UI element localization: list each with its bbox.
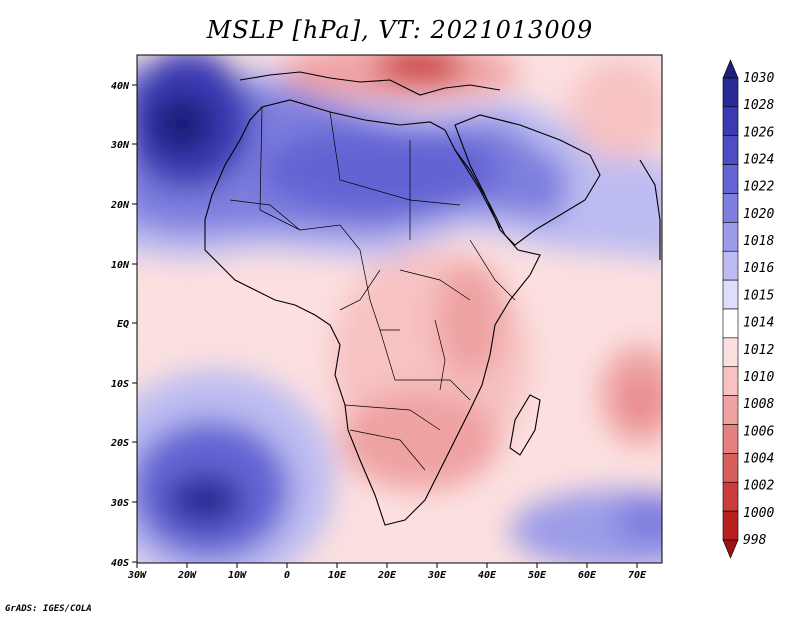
colorbar-label: 1004: [743, 451, 774, 466]
coastlines: [204, 71, 661, 526]
lat-label: 20N: [110, 200, 130, 211]
border-line: [399, 269, 471, 301]
chart-title: MSLP [hPa], VT: 2021013009: [206, 16, 594, 44]
colorbar-swatch: [722, 77, 739, 108]
colorbar: 1030 1028 1026 1024 1022 1020 1018 1016 1015 1014…: [722, 59, 774, 559]
colorbar-swatch: [722, 164, 739, 194]
madagascar-coastline: [509, 394, 541, 456]
lat-label: 30S: [110, 498, 129, 509]
colorbar-label: 1010: [743, 370, 774, 385]
map-frame: [136, 54, 663, 564]
longitude-axis: 30W 20W 10W 0 10E 20E 30E 40E 50E 60E 70…: [127, 563, 647, 581]
red-sea-coastline: [454, 149, 501, 229]
border-line: [339, 269, 381, 311]
arabia-coastline: [454, 114, 601, 246]
colorbar-swatch: [722, 135, 739, 165]
lat-label: 10S: [111, 379, 129, 390]
colorbar-bottom-arrow: [722, 539, 739, 559]
india-coastline: [639, 159, 661, 260]
lon-label: 0: [284, 570, 290, 581]
border-line: [359, 249, 400, 331]
colorbar-label: 1006: [743, 424, 774, 439]
southern-africa-low: [340, 390, 500, 490]
colorbar-swatch: [722, 308, 739, 339]
colorbar-swatch: [722, 481, 739, 512]
indian-ocean-low-core: [625, 378, 655, 422]
colorbar-swatch: [722, 337, 739, 368]
lon-label: 60E: [578, 570, 597, 581]
sahara-high-shading: [260, 125, 500, 215]
colorbar-label: 1016: [743, 261, 774, 276]
colorbar-swatch: [722, 366, 739, 396]
grads-credit: GrADS: IGES/COLA: [5, 604, 92, 614]
country-borders: [229, 106, 516, 471]
colorbar-top-arrow: [722, 59, 739, 79]
border-line: [344, 404, 441, 431]
lat-label: 40S: [111, 558, 129, 569]
border-line: [349, 429, 426, 471]
border-line: [229, 199, 301, 231]
lon-label: 20W: [177, 570, 197, 581]
lon-label: 70E: [628, 570, 647, 581]
colorbar-label: 1030: [743, 71, 774, 86]
lat-label: EQ: [117, 319, 129, 330]
colorbar-label: 1024: [743, 153, 774, 168]
east-africa-low: [435, 260, 505, 380]
border-line: [409, 140, 461, 206]
colorbar-label: 1012: [743, 343, 774, 358]
colorbar-label: 1008: [743, 397, 774, 412]
st-helena-high-core: [167, 474, 243, 526]
latitude-axis: 40N 30N 20N 10N EQ 10S 20S 30S 40S: [110, 81, 137, 569]
colorbar-label: 1028: [743, 98, 774, 113]
colorbar-label: 1018: [743, 234, 774, 249]
lon-label: 30W: [127, 570, 147, 581]
azores-high-core: [150, 94, 214, 154]
colorbar-label: 1014: [743, 316, 774, 331]
colorbar-label: 1026: [743, 125, 774, 140]
colorbar-swatch: [722, 193, 739, 223]
pressure-field-shading: [137, 55, 662, 563]
lat-label: 40N: [111, 81, 130, 92]
colorbar-label: 1002: [743, 479, 774, 494]
colorbar-swatch: [722, 395, 739, 425]
border-line: [329, 111, 411, 240]
colorbar-label: 998: [743, 533, 767, 548]
lon-label: 50E: [528, 570, 547, 581]
border-line: [379, 329, 471, 401]
colorbar-swatch: [722, 424, 739, 454]
colorbar-label: 1000: [743, 506, 774, 521]
lon-label: 30E: [427, 570, 447, 581]
colorbar-swatch: [722, 250, 739, 281]
border-line: [434, 319, 446, 391]
lat-label: 10N: [111, 260, 130, 271]
lon-label: 20E: [377, 570, 397, 581]
lon-label: 10E: [328, 570, 347, 581]
lat-label: 30N: [110, 140, 130, 151]
lon-label: 10W: [228, 570, 247, 581]
border-line: [469, 239, 516, 301]
colorbar-label: 1022: [743, 180, 774, 195]
colorbar-swatch: [722, 279, 739, 310]
mediterranean-low-core: [375, 55, 465, 84]
colorbar-swatch: [722, 510, 739, 541]
europe-coastline: [239, 71, 501, 96]
colorbar-label: 1015: [743, 288, 774, 303]
colorbar-swatch: [722, 453, 739, 483]
lat-label: 20S: [110, 438, 129, 449]
colorbar-swatch: [722, 106, 739, 137]
colorbar-label: 1020: [743, 207, 774, 222]
mascarene-high-core: [615, 495, 662, 545]
lon-label: 40E: [478, 570, 497, 581]
colorbar-swatch: [722, 222, 739, 252]
map-plot-area: [137, 55, 662, 563]
arabia-warm-shading: [570, 60, 662, 160]
